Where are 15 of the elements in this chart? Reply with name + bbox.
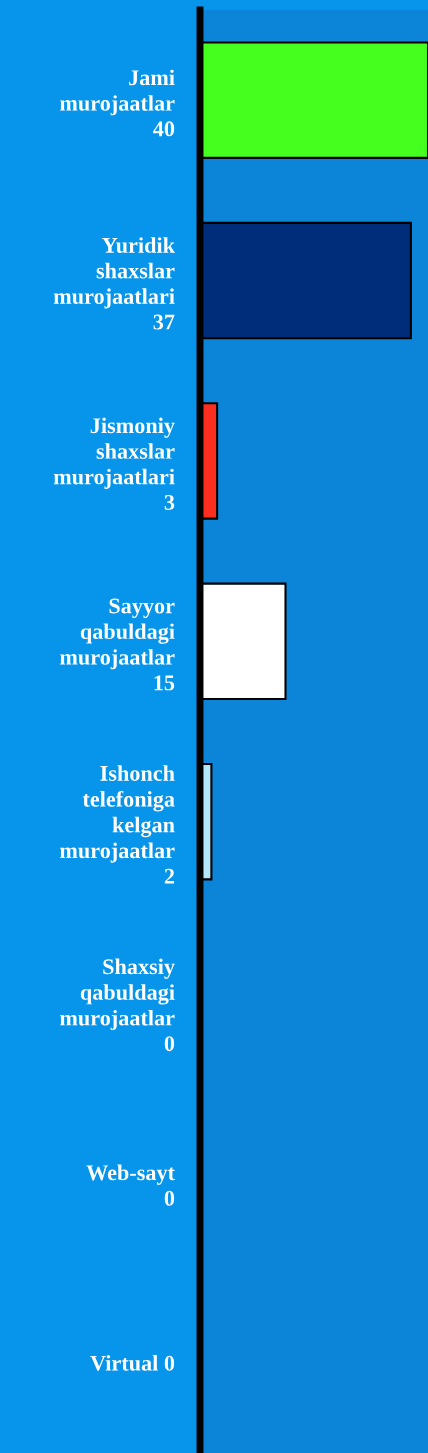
data-label: 2 xyxy=(164,868,175,884)
data-label: 15 xyxy=(154,675,175,691)
y-tick-label: Shaxsiy qabuldagi murojaatlar xyxy=(59,958,175,1031)
y-tick-label: Jami murojaatlar xyxy=(59,69,175,116)
y-tick-label: Web-sayt xyxy=(86,1164,175,1185)
data-label: 40 xyxy=(153,121,175,137)
y-tick-label: Sayyor qabuldagi murojaatlar xyxy=(59,598,175,670)
y-tick-label: Jismoniy shaxslar murojaatlari xyxy=(53,417,175,489)
y-tick-label: Ishonch telefoniga kelgan murojaatlar xyxy=(59,765,175,863)
data-label: 0 xyxy=(164,1036,175,1052)
data-label: 0 xyxy=(164,1190,175,1206)
data-label: 3 xyxy=(164,494,175,510)
category-label: Virtual 0 xyxy=(90,1355,175,1371)
data-label: 37 xyxy=(153,314,175,330)
y-tick-label: Yuridik shaxslar murojaatlari xyxy=(53,237,175,309)
